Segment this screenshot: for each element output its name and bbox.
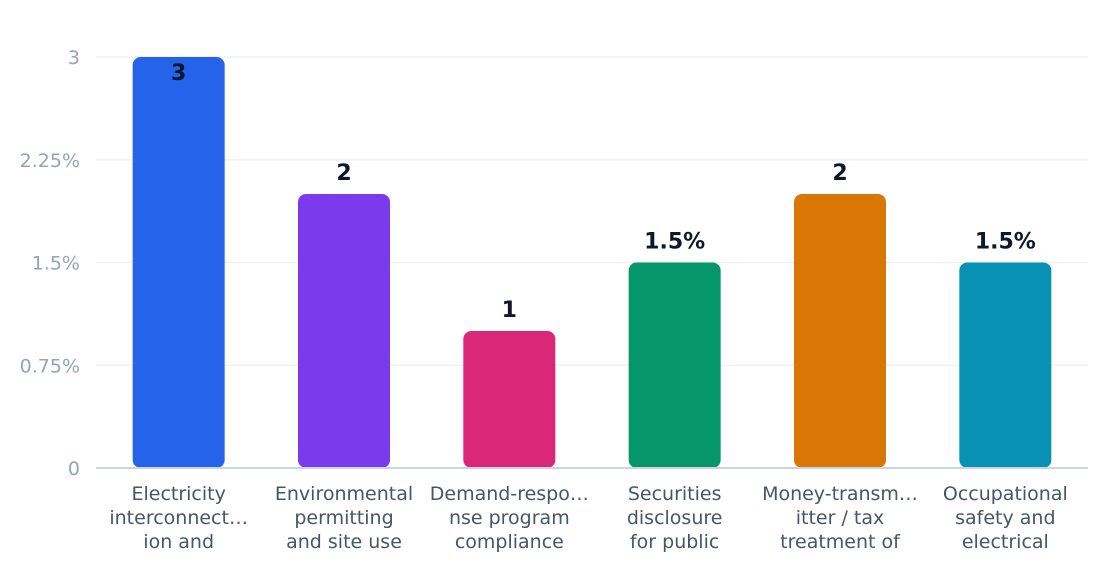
bar	[628, 262, 721, 468]
data-labels: 3 2 1 1.5% 2 1.5%	[171, 61, 1036, 323]
x-tick-label: Environmental	[275, 483, 413, 505]
bar	[794, 194, 886, 468]
bar	[959, 262, 1052, 468]
x-tick-label: disclosure	[627, 507, 723, 529]
x-tick-label: and site use	[286, 531, 402, 553]
y-tick-label: 2.25%	[20, 150, 80, 172]
data-label: 2	[336, 161, 351, 186]
gridlines	[96, 56, 1088, 366]
x-tick-label: safety and	[955, 507, 1055, 529]
x-tick-label: Securities	[628, 483, 722, 505]
x-tick-label: Occupational	[943, 483, 1068, 505]
x-tick-label: Money-transm…	[762, 483, 918, 505]
x-tick-label: itter / tax	[796, 507, 885, 529]
x-tick-label: for public	[630, 531, 719, 553]
x-tick-label: treatment of	[780, 531, 901, 553]
x-tick-label: ion and	[143, 531, 214, 553]
y-tick-label: 0.75%	[20, 355, 80, 377]
x-tick-label: nse program	[449, 507, 570, 529]
y-tick-label: 3	[68, 47, 80, 69]
bar	[463, 331, 556, 468]
data-label: 1.5%	[644, 230, 705, 255]
y-tick-label: 0	[68, 458, 80, 480]
bars	[132, 57, 1052, 468]
x-tick-label: compliance	[455, 531, 564, 553]
y-tick-label: 1.5%	[32, 253, 80, 275]
data-label: 3	[171, 61, 186, 86]
bar	[132, 57, 225, 468]
bar	[298, 194, 390, 468]
data-label: 1	[502, 298, 517, 323]
x-tick-label: interconnect…	[109, 507, 248, 529]
x-tick-label: Electricity	[131, 483, 225, 505]
x-tick-label: Demand-respo…	[430, 483, 589, 505]
x-tick-label: permitting	[294, 507, 393, 529]
x-tick-label: electrical	[962, 531, 1049, 553]
data-label: 2	[832, 161, 847, 186]
y-axis-ticks: 0 0.75% 1.5% 2.25% 3	[20, 47, 80, 480]
data-label: 1.5%	[975, 230, 1036, 255]
